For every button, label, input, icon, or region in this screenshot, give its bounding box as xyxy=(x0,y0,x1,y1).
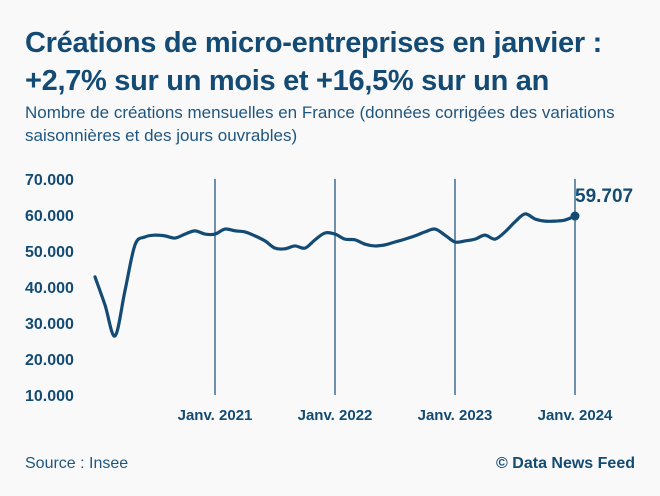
chart-subtitle: Nombre de créations mensuelles en France… xyxy=(25,103,615,145)
y-tick-label: 30.000 xyxy=(25,316,74,333)
x-gridlines xyxy=(214,179,576,395)
chart-title: Créations de micro-entreprises en janvie… xyxy=(25,27,602,97)
x-tick-label: Janv. 2023 xyxy=(418,407,493,424)
line-chart: 70.000 60.000 50.000 40.000 30.000 20.000 10.0… xyxy=(25,172,633,424)
series-line xyxy=(93,212,577,338)
markers: 59.707 xyxy=(570,186,633,221)
y-axis: 70.000 60.000 50.000 40.000 30.000 20.000 10.0… xyxy=(25,172,74,405)
y-tick-label: 40.000 xyxy=(25,280,74,297)
y-tick-label: 60.000 xyxy=(25,208,74,225)
credit-note: © Data News Feed xyxy=(496,455,635,472)
y-tick-label: 70.000 xyxy=(25,172,74,189)
y-tick-label: 20.000 xyxy=(25,352,74,369)
last-value-dot xyxy=(570,211,580,221)
x-axis: Janv. 2021 Janv. 2022 Janv. 2023 Janv. 2024 xyxy=(178,407,613,424)
source-note: Source : Insee xyxy=(25,455,129,472)
x-tick-label: Janv. 2022 xyxy=(298,407,373,424)
y-tick-label: 50.000 xyxy=(25,244,74,261)
x-tick-label: Janv. 2021 xyxy=(178,407,253,424)
x-tick-label: Janv. 2024 xyxy=(538,407,613,424)
y-tick-label: 10.000 xyxy=(25,388,74,405)
last-value-label: 59.707 xyxy=(575,186,633,207)
